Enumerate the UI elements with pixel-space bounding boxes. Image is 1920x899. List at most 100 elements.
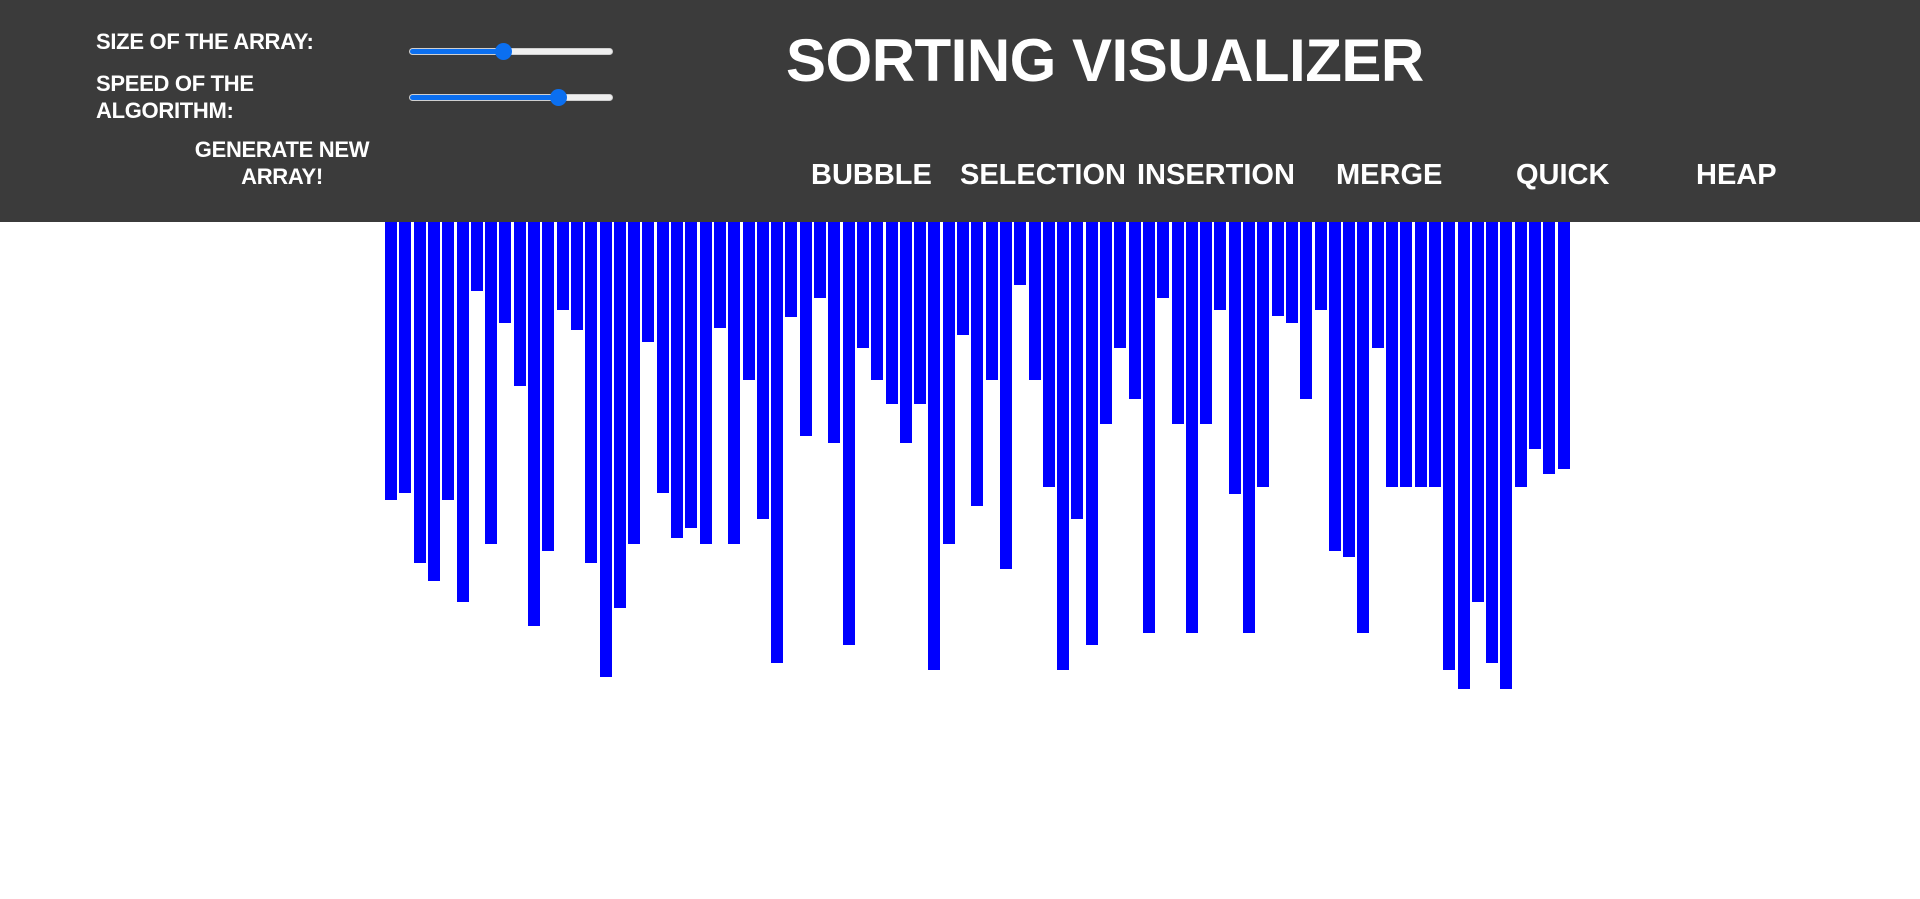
- array-bar: [557, 222, 569, 310]
- quick-sort-button[interactable]: QUICK: [1516, 159, 1610, 191]
- array-bar: [1172, 222, 1184, 424]
- array-bar: [1286, 222, 1298, 323]
- array-bar: [1415, 222, 1427, 487]
- array-bar: [943, 222, 955, 544]
- array-bar: [528, 222, 540, 626]
- array-bar: [600, 222, 612, 677]
- array-size-label: SIZE OF THE ARRAY:: [96, 29, 314, 54]
- array-bar: [428, 222, 440, 581]
- array-bar: [928, 222, 940, 670]
- array-bar: [442, 222, 454, 500]
- array-bar: [828, 222, 840, 443]
- array-bar: [1043, 222, 1055, 487]
- array-size-slider[interactable]: [409, 43, 613, 60]
- selection-sort-button[interactable]: SELECTION: [960, 159, 1126, 191]
- slider-thumb[interactable]: [549, 89, 567, 106]
- array-bar: [1100, 222, 1112, 424]
- merge-sort-button[interactable]: MERGE: [1336, 159, 1443, 191]
- array-bar: [1000, 222, 1012, 569]
- array-bar: [1086, 222, 1098, 645]
- array-bar: [1543, 222, 1555, 474]
- array-bar: [757, 222, 769, 519]
- array-bar: [1315, 222, 1327, 310]
- array-bar: [628, 222, 640, 544]
- slider-thumb[interactable]: [494, 43, 512, 60]
- slider-track: [409, 94, 613, 101]
- array-bar: [1300, 222, 1312, 399]
- array-bar: [385, 222, 397, 500]
- insertion-sort-button[interactable]: INSERTION: [1137, 159, 1295, 191]
- slider-fill: [410, 95, 559, 100]
- array-bar: [1500, 222, 1512, 689]
- array-bar: [1515, 222, 1527, 487]
- array-bar: [1372, 222, 1384, 348]
- array-bar: [700, 222, 712, 544]
- array-bar: [657, 222, 669, 493]
- array-bar: [1243, 222, 1255, 633]
- array-bar: [1114, 222, 1126, 348]
- array-bar: [457, 222, 469, 602]
- array-bar: [614, 222, 626, 608]
- array-bar: [571, 222, 583, 330]
- array-bar: [1143, 222, 1155, 633]
- array-bar: [1558, 222, 1570, 469]
- array-bar: [1329, 222, 1341, 551]
- array-bar: [1129, 222, 1141, 399]
- array-bar: [1229, 222, 1241, 494]
- array-bar: [1343, 222, 1355, 557]
- array-bar: [914, 222, 926, 404]
- array-bar: [1429, 222, 1441, 487]
- array-bar: [1443, 222, 1455, 670]
- array-bar: [857, 222, 869, 348]
- algorithm-speed-label: SPEED OF THE ALGORITHM:: [96, 71, 254, 123]
- array-bar: [399, 222, 411, 493]
- array-bar: [1200, 222, 1212, 424]
- array-bar: [900, 222, 912, 443]
- array-bar: [585, 222, 597, 563]
- array-bar: [728, 222, 740, 544]
- algorithm-speed-slider[interactable]: [409, 89, 613, 106]
- page-title: SORTING VISUALIZER: [786, 27, 1424, 94]
- array-bar: [1529, 222, 1541, 449]
- array-bar: [785, 222, 797, 317]
- array-bar: [1014, 222, 1026, 285]
- array-bar: [1071, 222, 1083, 519]
- array-bar: [1400, 222, 1412, 487]
- array-bar: [1357, 222, 1369, 633]
- array-bar: [886, 222, 898, 404]
- array-bar: [1029, 222, 1041, 380]
- bubble-sort-button[interactable]: BUBBLE: [811, 159, 932, 191]
- array-bar: [771, 222, 783, 663]
- array-bar: [1458, 222, 1470, 689]
- array-bar: [971, 222, 983, 506]
- array-bar: [542, 222, 554, 551]
- array-bar: [1214, 222, 1226, 310]
- array-bar: [800, 222, 812, 436]
- array-bar: [814, 222, 826, 298]
- array-bar: [1272, 222, 1284, 316]
- array-bar: [871, 222, 883, 380]
- header-bar: SIZE OF THE ARRAY: SPEED OF THE ALGORITH…: [0, 0, 1920, 222]
- array-bar: [499, 222, 511, 323]
- array-bar: [1057, 222, 1069, 670]
- array-bar: [1472, 222, 1484, 602]
- array-bar: [743, 222, 755, 380]
- array-bar: [642, 222, 654, 342]
- array-bar: [957, 222, 969, 335]
- array-bar: [1157, 222, 1169, 298]
- array-bar: [843, 222, 855, 645]
- array-bar: [671, 222, 683, 538]
- array-bar: [471, 222, 483, 291]
- array-bar: [514, 222, 526, 386]
- slider-fill: [410, 49, 504, 54]
- array-bar: [485, 222, 497, 544]
- heap-sort-button[interactable]: HEAP: [1696, 159, 1777, 191]
- array-bar: [685, 222, 697, 528]
- array-bars-container: [0, 222, 1920, 899]
- array-bar: [1386, 222, 1398, 487]
- array-bar: [414, 222, 426, 563]
- array-bar: [986, 222, 998, 380]
- array-bar: [1257, 222, 1269, 487]
- array-bar: [1486, 222, 1498, 663]
- generate-new-array-button[interactable]: GENERATE NEW ARRAY!: [194, 137, 370, 189]
